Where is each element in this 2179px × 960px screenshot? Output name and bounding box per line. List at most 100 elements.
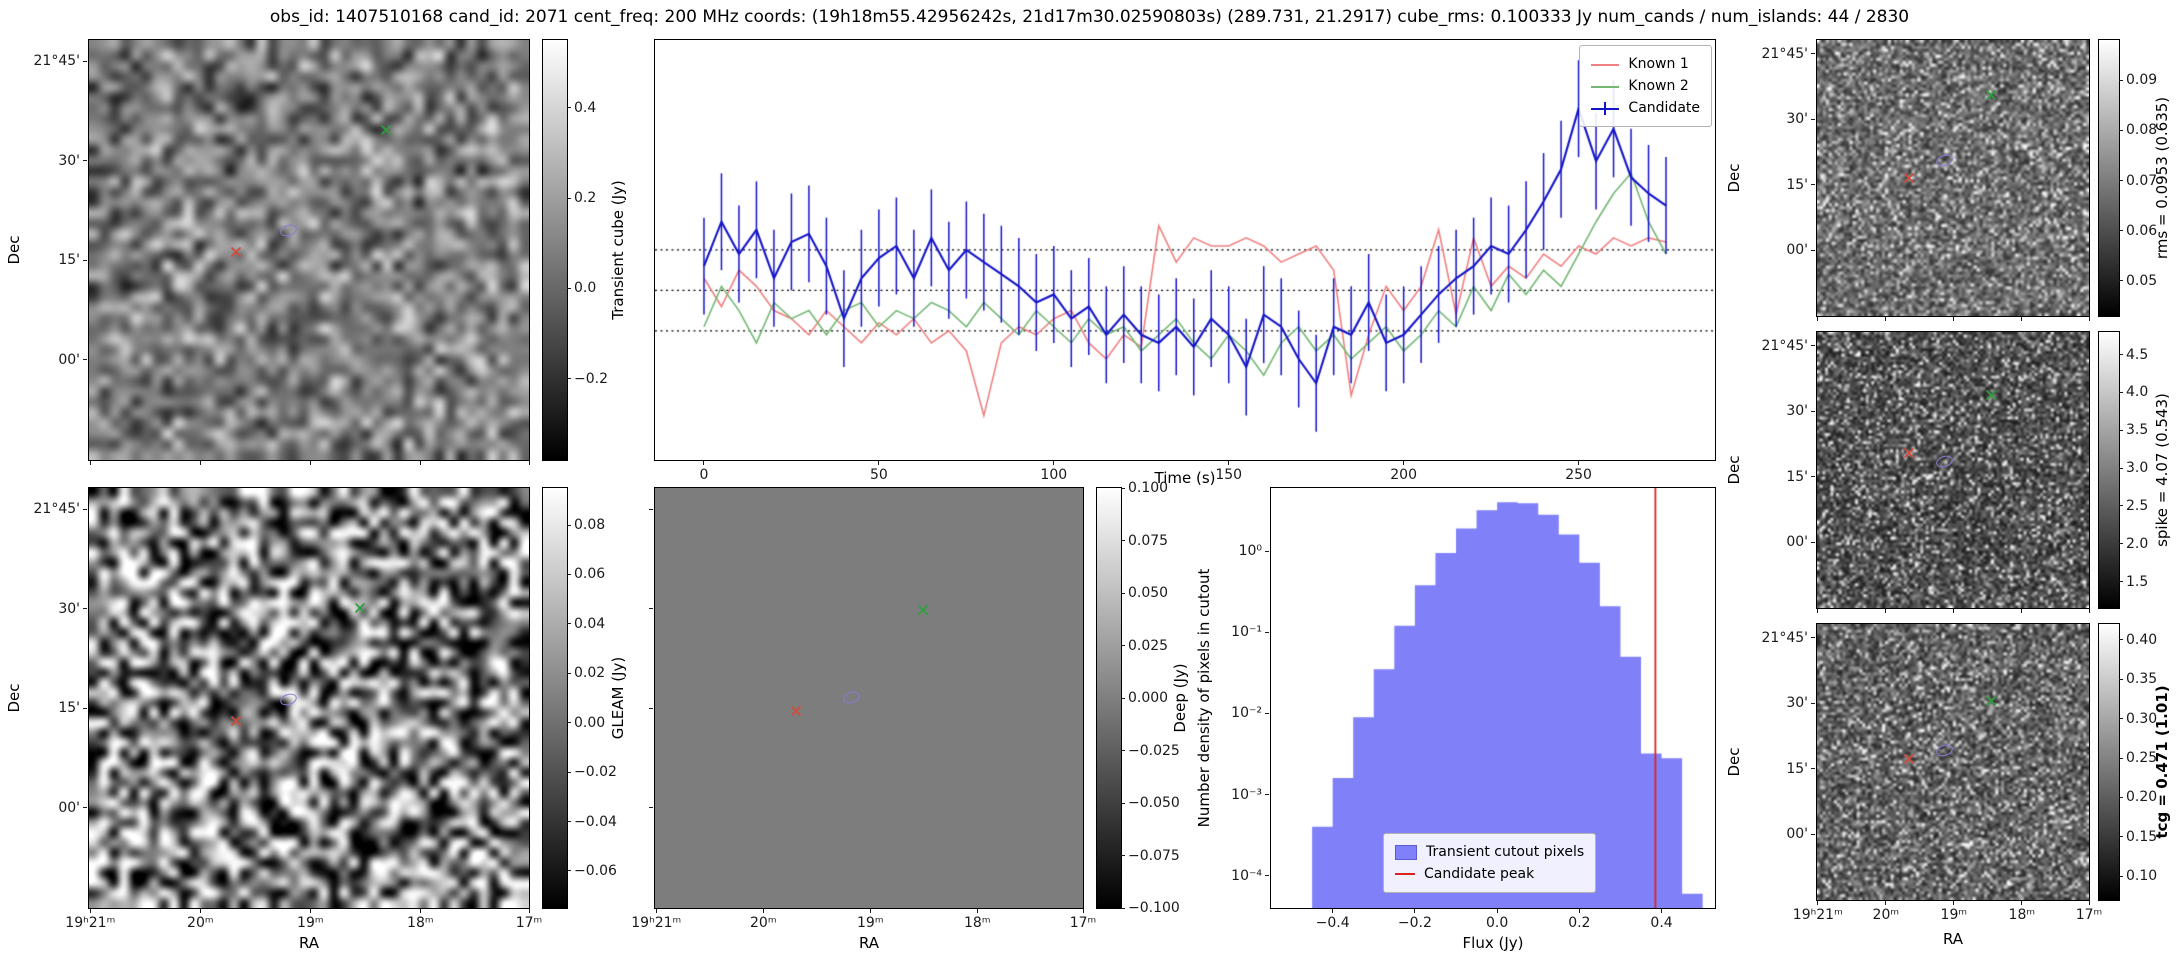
ra-axis-label: RA	[1942, 930, 1964, 948]
ra-tick-label: 20ᵐ	[1872, 907, 1900, 923]
ra-tick-mark	[309, 461, 311, 465]
dec-tick-mark	[1811, 249, 1815, 251]
rms-image	[1817, 40, 2089, 316]
ra-tick-mark	[419, 461, 421, 465]
colorbar-tick-label: 2.5	[2126, 497, 2149, 514]
known-source-x-marker	[917, 604, 929, 616]
ra-tick-mark	[89, 909, 91, 913]
time-tick-label: 100	[1040, 467, 1068, 483]
dec-tick-label: 30'	[58, 600, 80, 617]
colorbar-tick-mark	[2119, 543, 2123, 545]
dec-tick-label: 21°45'	[1761, 337, 1808, 354]
colorbar-tick-mark	[1121, 855, 1125, 856]
legend-label: Transient cutout pixels	[1426, 844, 1585, 860]
colorbar-tick-mark	[1121, 592, 1125, 594]
time-tick-mark	[1053, 461, 1055, 465]
colorbar-tick-mark	[2119, 678, 2123, 680]
ra-tick-label: 19ʰ21ᵐ	[631, 915, 682, 931]
legend-line-sample	[1591, 58, 1620, 71]
colorbar-tick-mark	[1121, 645, 1125, 646]
dec-tick-mark	[83, 359, 87, 361]
ra-tick-mark	[2088, 317, 2090, 321]
density-tick-mark	[1265, 712, 1269, 714]
ra-tick-mark	[762, 909, 764, 913]
ra-tick-mark	[1953, 901, 1955, 905]
candidate-ellipse-marker	[278, 222, 299, 239]
dec-tick-mark	[83, 160, 87, 162]
colorbar-tick-mark	[2119, 757, 2123, 759]
colorbar-tick-label: 0.04	[574, 615, 606, 632]
ra-tick-mark	[2021, 901, 2023, 905]
dec-tick-label: 00'	[58, 799, 80, 816]
colorbar-tick-mark	[1121, 802, 1125, 804]
colorbar-tick-mark	[2119, 875, 2123, 877]
ra-tick-label: 19ʰ21ᵐ	[65, 915, 116, 931]
colorbar-tick-mark	[567, 197, 571, 199]
dec-tick-label: 30'	[1786, 695, 1808, 712]
ra-tick-mark	[1817, 901, 1819, 905]
dec-tick-mark	[83, 608, 87, 610]
dec-tick-label: 30'	[1786, 403, 1808, 420]
transient-cube-overlay	[89, 40, 529, 460]
colorbar-tick-mark	[567, 771, 571, 773]
ra-tick-mark	[89, 461, 91, 465]
colorbar-gradient	[543, 40, 567, 460]
ra-tick-label: 18ᵐ	[407, 915, 434, 931]
legend-label: Candidate	[1628, 100, 1700, 116]
time-tick-label: 150	[1215, 467, 1243, 483]
colorbar-tick-label: 1.5	[2126, 573, 2149, 590]
legend-label: Known 2	[1628, 78, 1689, 94]
flux-tick-label: 0.0	[1485, 915, 1509, 931]
dec-axis-label: Dec	[1725, 163, 1743, 193]
lightcurve-plot	[655, 40, 1715, 460]
flux-tick-label: −0.4	[1315, 915, 1350, 931]
dec-tick-mark	[83, 807, 87, 809]
known-source-x-marker	[354, 602, 366, 614]
colorbar-tick-label: −0.100	[1128, 900, 1180, 916]
ra-tick-label: 19ᵐ	[1940, 907, 1968, 923]
flux-tick-mark	[1496, 909, 1498, 913]
colorbar-tick-mark	[567, 623, 571, 625]
histogram-legend: Transient cutout pixels Candidate peak	[1383, 833, 1597, 893]
dec-tick-mark	[1811, 345, 1815, 347]
ra-tick-mark	[1885, 609, 1887, 613]
ra-tick-mark	[1885, 317, 1887, 321]
legend-entry-candidate-peak: Candidate peak	[1395, 863, 1584, 885]
colorbar-tick-label: 0.0	[574, 280, 597, 297]
candidate-ellipse-marker	[841, 689, 862, 706]
ra-tick-mark	[655, 909, 657, 913]
ra-tick-mark	[528, 909, 530, 913]
density-tick-mark	[1265, 875, 1269, 877]
dec-tick-label: 21°45'	[1761, 45, 1808, 62]
colorbar-tick-label: −0.025	[1128, 742, 1180, 759]
candidate-ellipse-marker	[1934, 153, 1955, 169]
flux-tick-label: 0.4	[1650, 915, 1673, 931]
density-tick-mark	[1265, 550, 1269, 552]
ra-tick-label: 20ᵐ	[750, 915, 777, 931]
colorbar-tick-label: 0.02	[574, 665, 606, 682]
colorbar-rms	[2098, 39, 2120, 317]
colorbar-transient-cube	[542, 39, 568, 461]
density-tick-label: 10⁻¹	[1231, 624, 1262, 641]
colorbar-tcg	[2098, 623, 2120, 901]
known-source-x-marker	[1985, 89, 1997, 101]
ra-tick-mark	[1885, 901, 1887, 905]
dec-tick-mark	[1811, 637, 1815, 639]
colorbar-deep	[1096, 487, 1122, 909]
dec-tick-mark	[649, 707, 653, 709]
density-tick-mark	[1265, 631, 1269, 633]
ra-tick-label: 19ʰ21ᵐ	[1792, 907, 1843, 923]
ra-tick-mark	[1953, 317, 1955, 321]
density-tick-label: 10⁻⁴	[1231, 867, 1262, 884]
panel-gleam	[88, 487, 530, 909]
colorbar-tick-mark	[2119, 836, 2123, 838]
dec-tick-mark	[1811, 53, 1815, 55]
candidate-ellipse-marker	[1934, 453, 1955, 470]
legend-label: Candidate peak	[1424, 866, 1535, 882]
dec-tick-mark	[83, 259, 87, 261]
colorbar-tick-mark	[1121, 540, 1125, 541]
colorbar-tick-label: 0.075	[1128, 532, 1169, 549]
colorbar-gradient	[2099, 624, 2119, 900]
time-tick-mark	[1578, 461, 1580, 465]
